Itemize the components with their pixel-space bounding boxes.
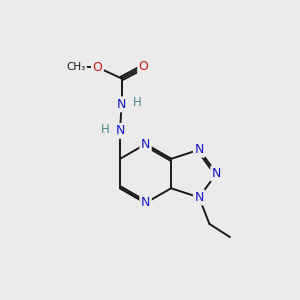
Text: N: N <box>212 167 221 180</box>
Text: N: N <box>116 124 125 137</box>
Text: CH₃: CH₃ <box>67 62 86 72</box>
Text: N: N <box>141 196 150 209</box>
Text: O: O <box>139 60 148 73</box>
Text: N: N <box>141 138 150 151</box>
Text: H: H <box>100 123 109 136</box>
Text: O: O <box>92 61 102 74</box>
Text: N: N <box>117 98 126 111</box>
Text: H: H <box>133 96 141 110</box>
Text: N: N <box>194 143 204 156</box>
Text: N: N <box>194 191 204 204</box>
